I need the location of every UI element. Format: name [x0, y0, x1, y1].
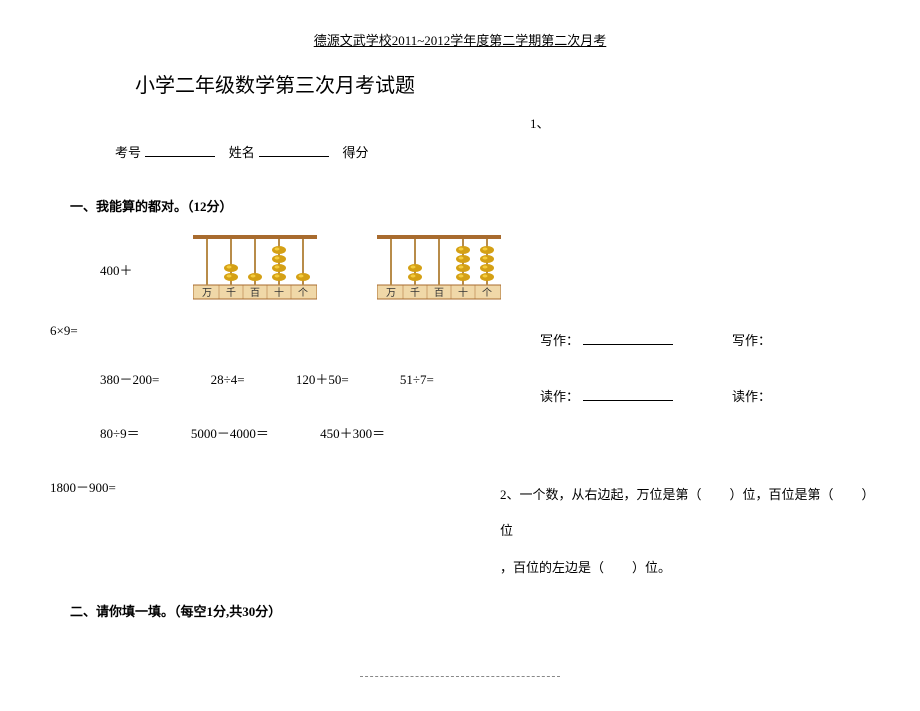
name-blank [259, 156, 329, 157]
p-28-4: 28÷4= [211, 372, 245, 388]
abacus-2: 万千百十个 [377, 235, 501, 303]
page-header: 德源文武学校2011~2012学年度第二学期第二次月考 [50, 30, 870, 49]
write-blank-1 [583, 344, 673, 345]
svg-text:个: 个 [482, 287, 492, 299]
abacus-1: 万千百十个 [193, 235, 317, 303]
p-80-9: 80÷9＝ [100, 423, 140, 442]
id-label: 考号 [115, 145, 141, 160]
svg-text:百: 百 [434, 287, 444, 299]
abacus-row: 400＋ 万 千 百 十 个 万 千 百 十 个 [100, 235, 870, 303]
footer-divider [50, 665, 870, 681]
abacus-prefix: 400＋ [100, 260, 133, 279]
svg-text:万: 万 [386, 288, 396, 299]
id-blank [145, 156, 215, 157]
question-marker-1: 1、 [530, 113, 920, 132]
student-info-row: 考号 姓名 得分 [115, 142, 870, 161]
q2-part-d: ，百位的左边是（ [500, 560, 604, 575]
p-5000-4000: 5000－4000＝ [191, 423, 269, 442]
write-read-block: 写作： 写作： 读作： 读作： [540, 323, 860, 436]
name-label: 姓名 [229, 145, 255, 160]
q2-part-e: ）位。 [632, 560, 671, 575]
p-120-50: 120＋50= [296, 369, 349, 388]
q2-part-b: ）位，百位是第（ [730, 487, 834, 502]
svg-text:万: 万 [202, 288, 212, 299]
svg-text:个: 个 [298, 287, 308, 299]
svg-text:十: 十 [274, 286, 284, 299]
exam-title: 小学二年级数学第三次月考试题 [135, 69, 870, 98]
section-2-heading: 二、请你填一填。（每空1分,共30分） [70, 601, 870, 620]
write-label-1: 写作： [540, 333, 579, 348]
svg-text:百: 百 [250, 287, 260, 299]
q2-part-a: 2、一个数，从右边起，万位是第（ [500, 487, 702, 502]
p-450-300: 450＋300＝ [320, 423, 385, 442]
svg-text:千: 千 [410, 287, 420, 299]
read-label-1: 读作： [540, 389, 579, 404]
write-label-2: 写作： [732, 323, 771, 359]
section-1-heading: 一、我能算的都对。（12分） [70, 196, 870, 215]
p-380-200: 380－200= [100, 369, 159, 388]
svg-text:千: 千 [226, 287, 236, 299]
p-51-7: 51÷7= [400, 372, 434, 388]
question-2-block: 2、一个数，从右边起，万位是第（）位，百位是第（）位 ，百位的左边是（）位。 [500, 477, 870, 586]
score-label: 得分 [343, 145, 369, 160]
read-blank-1 [583, 400, 673, 401]
read-label-2: 读作： [732, 379, 771, 415]
svg-text:十: 十 [458, 286, 468, 299]
